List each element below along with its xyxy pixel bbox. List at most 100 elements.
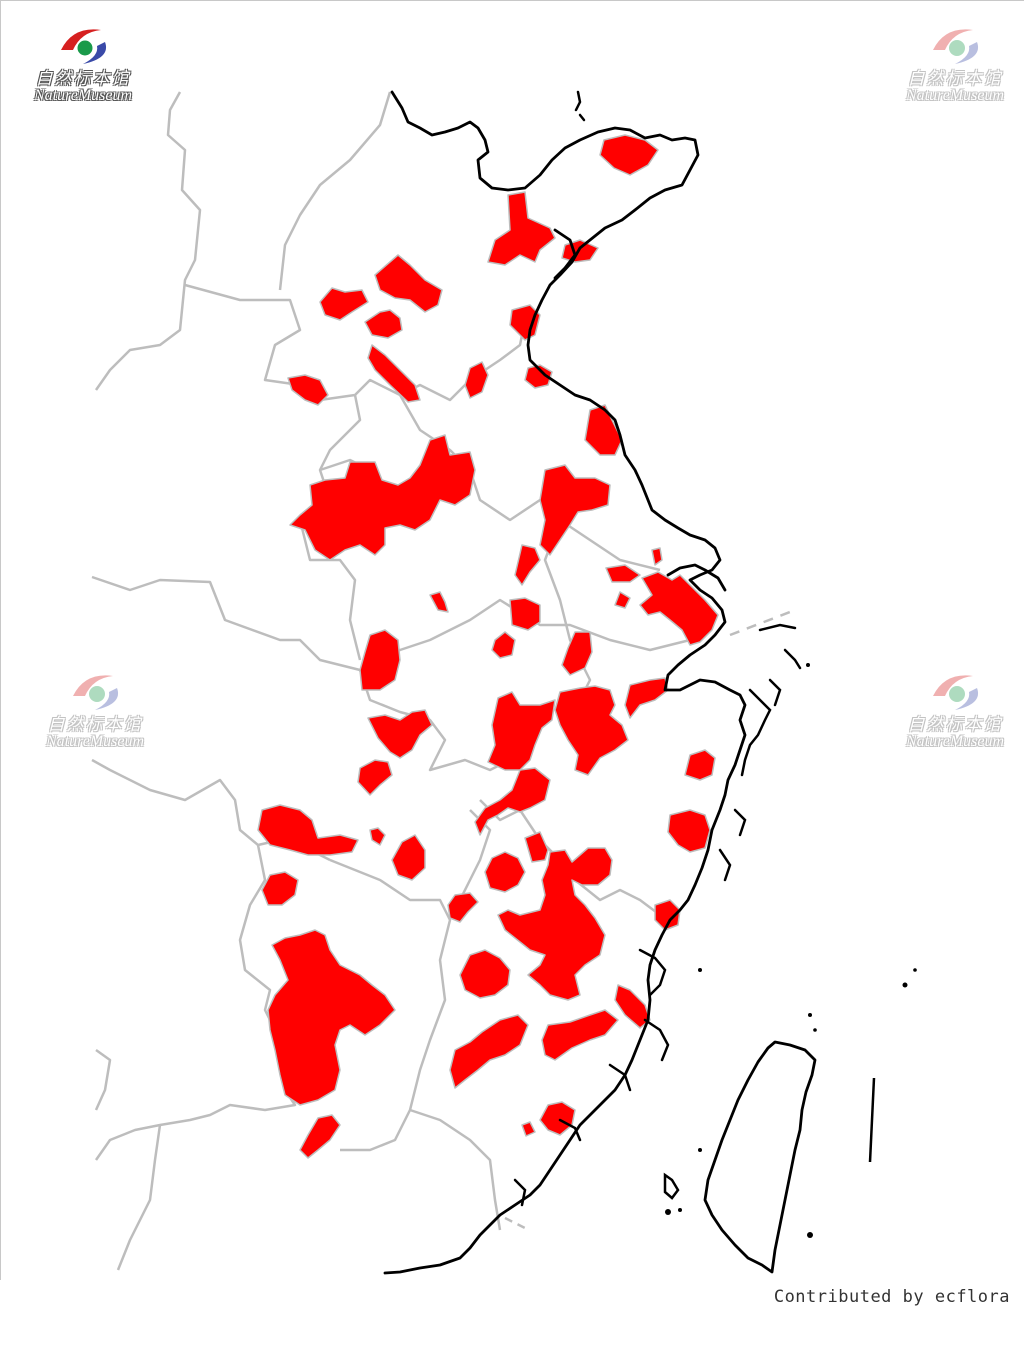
island — [558, 1118, 582, 1142]
distribution-region — [257, 804, 359, 856]
distribution-region — [367, 344, 421, 403]
coastline-north — [383, 90, 747, 1275]
distribution-region — [359, 629, 401, 691]
yangtze-estuary — [666, 563, 727, 592]
island — [698, 1148, 702, 1152]
distribution-region — [474, 767, 551, 836]
distribution-region — [509, 304, 541, 341]
watermark-logo-mid-left: 自然标本馆 NatureMuseum — [30, 668, 160, 750]
distribution-region — [367, 709, 433, 759]
province-border — [94, 1048, 112, 1111]
distribution-region — [514, 544, 541, 586]
watermark-logo-top-right: 自然标本馆 NatureMuseum — [890, 22, 1020, 104]
credit-text: Contributed by ecflora — [773, 1287, 1010, 1307]
island — [768, 678, 782, 707]
province-border — [94, 91, 202, 391]
islands — [513, 90, 802, 1207]
distribution-region — [541, 1009, 619, 1061]
distribution-region — [289, 434, 476, 561]
distribution-region — [614, 591, 631, 609]
distribution-region — [654, 899, 681, 931]
island — [902, 982, 908, 988]
coast-detail — [553, 228, 577, 280]
island — [913, 968, 917, 972]
watermark-cn: 自然标本馆 — [907, 69, 1003, 89]
watermark-en: NatureMuseum — [905, 87, 1005, 104]
distribution-region — [509, 597, 541, 631]
island — [678, 1208, 682, 1212]
watermark-cn: 自然标本馆 — [35, 69, 131, 89]
distribution-region — [524, 364, 553, 389]
distribution-region — [614, 984, 651, 1029]
distribution-region — [287, 374, 329, 406]
coastline — [383, 90, 747, 1275]
island — [574, 90, 582, 112]
island — [578, 113, 586, 122]
distribution-region — [524, 831, 549, 863]
island — [740, 688, 772, 777]
province-border — [559, 518, 661, 572]
sea-boundary-line — [868, 1077, 876, 1163]
taiwan-island — [703, 1040, 817, 1274]
distribution-region — [539, 464, 611, 556]
province-border — [409, 1108, 502, 1231]
island — [608, 1063, 632, 1092]
distribution-region — [447, 892, 479, 923]
distribution-region — [364, 309, 403, 339]
distribution-region — [374, 254, 443, 313]
distribution-region — [429, 591, 449, 613]
map-frame — [0, 0, 1024, 1280]
distribution-region — [605, 564, 641, 583]
distribution-region — [319, 287, 369, 321]
watermark-logo-mid-right: 自然标本馆 NatureMuseum — [890, 668, 1020, 750]
island — [758, 623, 797, 632]
watermark-cn: 自然标本馆 — [47, 715, 143, 735]
distribution-region — [624, 677, 669, 719]
distribution-region — [639, 571, 719, 646]
watermark-en: NatureMuseum — [905, 733, 1005, 750]
distribution-region — [491, 631, 516, 659]
distribution-region — [357, 759, 393, 796]
province-border — [329, 858, 452, 1152]
watermark-en: NatureMuseum — [33, 87, 133, 104]
island — [813, 1028, 817, 1032]
island — [513, 1178, 527, 1207]
distribution-map — [91, 90, 917, 1275]
distribution-region — [449, 1014, 529, 1089]
island — [665, 1209, 671, 1215]
naturemuseum-logo-icon — [61, 29, 107, 64]
watermark-en: NatureMuseum — [45, 733, 145, 750]
distribution-region — [584, 404, 623, 456]
distribution-region — [261, 871, 299, 906]
sea-boundary-dashed — [729, 610, 791, 637]
distribution-region — [487, 691, 556, 771]
island — [638, 948, 667, 997]
island — [718, 848, 732, 882]
island — [808, 1013, 812, 1017]
distribution-region — [539, 1101, 576, 1136]
province-border — [116, 1124, 162, 1271]
distribution-region — [554, 685, 629, 776]
island — [806, 663, 810, 667]
naturemuseum-logo-icon — [933, 675, 979, 710]
province-border — [278, 91, 392, 291]
sea-boundary-dashed — [504, 1216, 526, 1230]
distribution-region — [667, 809, 711, 853]
distribution-region — [267, 929, 396, 1106]
watermark-logo-top-left: 自然标本馆 NatureMuseum — [18, 22, 148, 104]
distribution-region — [391, 834, 426, 881]
distribution-region — [561, 631, 593, 676]
distribution-region — [487, 191, 556, 266]
island — [663, 1172, 680, 1200]
island — [807, 1232, 813, 1238]
island-dots — [665, 663, 917, 1238]
province-border — [398, 394, 592, 701]
distribution-region — [484, 851, 526, 893]
distribution-region — [369, 827, 386, 846]
naturemuseum-logo-icon — [933, 29, 979, 64]
distribution-region — [561, 239, 599, 263]
distribution-region — [599, 134, 659, 176]
distribution-region — [459, 949, 511, 999]
distribution-region — [299, 1114, 341, 1159]
island — [783, 648, 802, 670]
